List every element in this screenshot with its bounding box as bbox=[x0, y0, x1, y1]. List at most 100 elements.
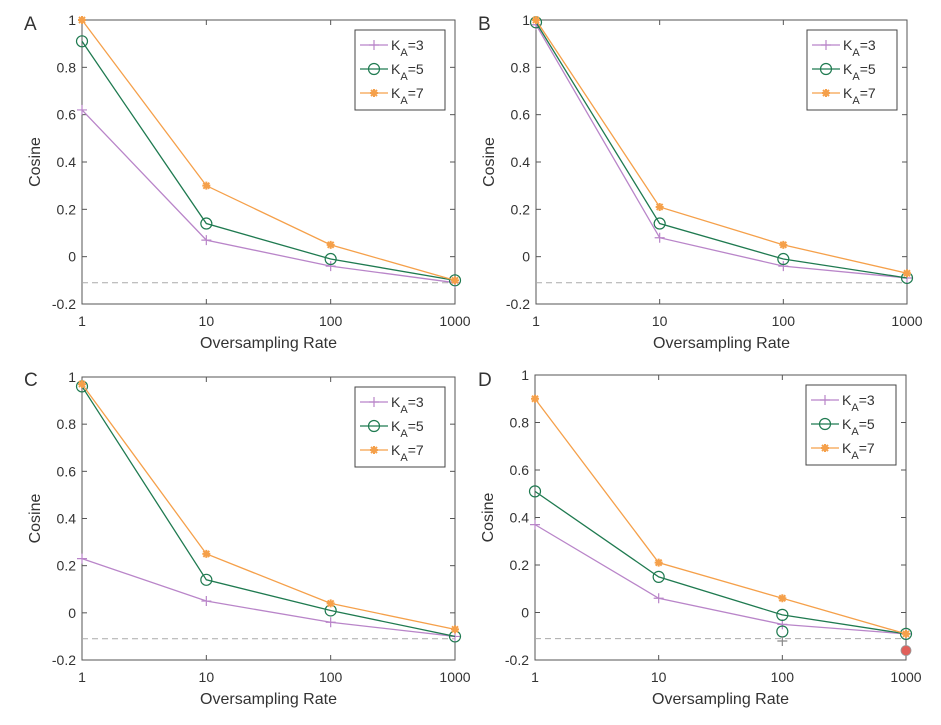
legend-box bbox=[806, 29, 898, 111]
legend-box bbox=[354, 386, 446, 468]
data-point bbox=[77, 553, 87, 564]
legend-suffix: =5 bbox=[408, 61, 424, 77]
legend-label: KA=5 bbox=[843, 61, 876, 83]
series-line bbox=[534, 398, 907, 635]
series-line bbox=[535, 24, 908, 279]
y-tick-label: 0.2 bbox=[57, 201, 77, 217]
y-tick-label: 0.4 bbox=[57, 511, 77, 527]
y-tick-label: 0 bbox=[521, 605, 529, 621]
y-axis-label: Cosine bbox=[481, 137, 498, 187]
legend-marker bbox=[367, 62, 381, 76]
data-point bbox=[778, 594, 787, 603]
x-tick-label: 1 bbox=[78, 313, 86, 329]
data-point bbox=[202, 549, 211, 558]
series-line bbox=[81, 383, 456, 630]
y-tick-label: 1 bbox=[68, 369, 76, 385]
data-point bbox=[201, 596, 212, 607]
legend-marker bbox=[819, 62, 833, 76]
legend-k: K bbox=[391, 442, 401, 458]
x-tick-label: 10 bbox=[199, 313, 215, 329]
y-tick-label: 0.4 bbox=[57, 154, 77, 170]
y-tick-label: 0.2 bbox=[57, 558, 77, 574]
data-point bbox=[325, 261, 336, 272]
data-point bbox=[531, 394, 539, 403]
legend-sub: A bbox=[852, 71, 860, 83]
data-point bbox=[78, 16, 86, 24]
y-tick-label: 0.8 bbox=[57, 416, 77, 432]
legend-suffix: =7 bbox=[408, 442, 424, 458]
legend-sub: A bbox=[400, 452, 408, 464]
legend-sub: A bbox=[400, 47, 408, 59]
legend-label: KA=7 bbox=[391, 442, 424, 464]
legend-marker bbox=[822, 89, 830, 97]
series-line bbox=[81, 557, 456, 638]
legend-box bbox=[805, 384, 897, 466]
legend: KA=3KA=5KA=7 bbox=[806, 29, 898, 111]
data-point bbox=[653, 593, 664, 604]
y-tick-label: -0.2 bbox=[505, 652, 529, 668]
y-axis-label: Cosine bbox=[480, 493, 497, 543]
legend: KA=3KA=5KA=7 bbox=[805, 384, 897, 466]
legend-suffix: =5 bbox=[860, 61, 876, 77]
data-point bbox=[326, 599, 335, 608]
legend-sub: A bbox=[851, 426, 859, 438]
data-point bbox=[777, 252, 790, 266]
legend-label: KA=3 bbox=[843, 37, 876, 59]
legend-marker bbox=[821, 444, 829, 452]
series-line bbox=[534, 524, 907, 635]
series-line bbox=[534, 490, 907, 635]
legend-k: K bbox=[843, 61, 853, 77]
series-k7 bbox=[532, 16, 911, 278]
x-axis-label: Oversampling Rate bbox=[652, 691, 789, 708]
y-tick-label: 0 bbox=[68, 249, 76, 265]
y-tick-label: 1 bbox=[521, 367, 529, 383]
series-line bbox=[535, 22, 908, 279]
x-tick-label: 1000 bbox=[439, 313, 470, 329]
series-k3 bbox=[77, 104, 460, 288]
y-tick-label: 0.6 bbox=[57, 463, 77, 479]
y-tick-label: 0.6 bbox=[57, 107, 77, 123]
series-k7 bbox=[78, 16, 459, 285]
y-tick-label: 0.2 bbox=[510, 557, 530, 573]
data-point bbox=[200, 217, 213, 230]
x-tick-label: 10 bbox=[651, 669, 667, 685]
x-tick-label: 10 bbox=[652, 313, 668, 329]
data-point bbox=[451, 276, 459, 285]
legend-label: KA=5 bbox=[391, 61, 424, 83]
legend-marker bbox=[370, 89, 378, 97]
legend-sub: A bbox=[400, 428, 408, 440]
series-line bbox=[81, 109, 456, 284]
legend-k: K bbox=[842, 440, 852, 456]
legend-marker bbox=[367, 419, 381, 433]
extra-marker bbox=[900, 645, 912, 656]
x-tick-label: 1 bbox=[532, 313, 540, 329]
data-point bbox=[902, 629, 910, 638]
y-tick-label: 0.2 bbox=[511, 201, 531, 217]
x-tick-label: 1000 bbox=[891, 313, 922, 329]
data-point bbox=[77, 104, 87, 115]
y-tick-label: 0.8 bbox=[57, 59, 77, 75]
y-tick-label: -0.2 bbox=[506, 296, 530, 312]
panel-label: D bbox=[478, 370, 492, 391]
legend-sub: A bbox=[400, 95, 408, 107]
y-axis-label: Cosine bbox=[27, 137, 44, 187]
legend-suffix: =3 bbox=[860, 37, 876, 53]
legend-k: K bbox=[391, 61, 401, 77]
y-tick-label: 0.6 bbox=[511, 107, 531, 123]
legend-label: KA=3 bbox=[842, 392, 875, 414]
data-point bbox=[200, 573, 213, 586]
series-k5 bbox=[75, 35, 462, 287]
y-tick-label: 0.4 bbox=[510, 510, 530, 526]
y-tick-label: 1 bbox=[522, 12, 530, 28]
x-tick-label: 10 bbox=[199, 669, 215, 685]
x-axis-label: Oversampling Rate bbox=[653, 335, 790, 352]
legend-label: KA=3 bbox=[391, 37, 424, 59]
data-point bbox=[324, 252, 337, 266]
x-tick-label: 100 bbox=[771, 669, 795, 685]
data-point bbox=[652, 570, 665, 583]
legend-suffix: =5 bbox=[859, 416, 875, 432]
panel-label: A bbox=[24, 14, 37, 35]
data-point bbox=[325, 617, 336, 628]
series-line bbox=[535, 19, 908, 274]
legend-suffix: =7 bbox=[860, 85, 876, 101]
